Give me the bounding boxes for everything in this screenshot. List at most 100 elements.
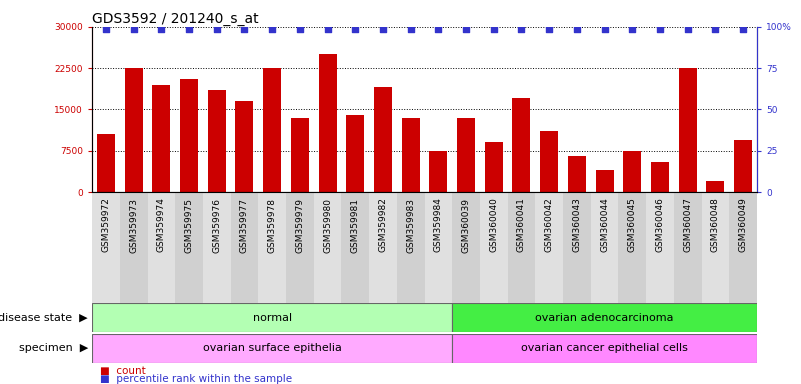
Bar (457, 118, 475, 192)
Bar (540, 131, 558, 192)
Text: GSM360039: GSM360039 (461, 197, 470, 253)
Bar (453, 303, 757, 332)
Text: GSM359973: GSM359973 (129, 197, 138, 253)
Bar (235, 101, 253, 192)
Point (266, 25, 279, 31)
Bar (646, 192, 674, 303)
Point (598, 25, 611, 31)
Text: GSM359984: GSM359984 (434, 197, 443, 252)
Bar (286, 192, 314, 303)
Text: GSM360049: GSM360049 (739, 197, 747, 252)
Text: GSM360043: GSM360043 (573, 197, 582, 252)
Bar (346, 115, 364, 192)
Bar (401, 118, 420, 192)
Bar (314, 192, 341, 303)
Point (570, 25, 583, 31)
Text: GSM359983: GSM359983 (406, 197, 415, 253)
Text: GSM359978: GSM359978 (268, 197, 276, 253)
Point (321, 25, 334, 31)
Bar (203, 192, 231, 303)
Text: GSM359980: GSM359980 (323, 197, 332, 253)
Bar (729, 192, 757, 303)
Bar (180, 79, 198, 192)
Bar (568, 156, 586, 192)
Bar (480, 192, 508, 303)
Point (376, 25, 389, 31)
Text: ■  count: ■ count (100, 366, 146, 376)
Text: GSM359982: GSM359982 (379, 197, 388, 252)
Point (293, 25, 306, 31)
Text: ovarian adenocarcinoma: ovarian adenocarcinoma (535, 313, 674, 323)
Bar (596, 170, 614, 192)
Point (127, 25, 140, 31)
Text: GSM360045: GSM360045 (628, 197, 637, 252)
Point (682, 25, 694, 31)
Bar (623, 151, 642, 192)
Text: GSM359979: GSM359979 (296, 197, 304, 253)
Bar (175, 192, 203, 303)
Bar (706, 181, 724, 192)
Text: GSM360048: GSM360048 (711, 197, 720, 252)
Point (432, 25, 445, 31)
Bar (374, 88, 392, 192)
Bar (453, 192, 480, 303)
Text: specimen  ▶: specimen ▶ (19, 343, 88, 354)
Point (238, 25, 251, 31)
Point (460, 25, 473, 31)
Text: GSM359976: GSM359976 (212, 197, 221, 253)
Bar (152, 85, 171, 192)
Bar (590, 192, 618, 303)
Point (487, 25, 500, 31)
Bar (513, 98, 530, 192)
Point (405, 25, 417, 31)
Bar (92, 192, 120, 303)
Point (349, 25, 362, 31)
Text: GSM360047: GSM360047 (683, 197, 692, 252)
Bar (369, 192, 396, 303)
Point (709, 25, 722, 31)
Text: normal: normal (252, 313, 292, 323)
Bar (92, 303, 453, 332)
Bar (425, 192, 453, 303)
Text: ovarian cancer epithelial cells: ovarian cancer epithelial cells (521, 343, 688, 354)
Bar (120, 192, 147, 303)
Bar (92, 334, 453, 363)
Bar (291, 118, 309, 192)
Text: GSM360046: GSM360046 (655, 197, 665, 252)
Text: ■  percentile rank within the sample: ■ percentile rank within the sample (100, 374, 292, 384)
Bar (97, 134, 115, 192)
Point (99, 25, 112, 31)
Bar (535, 192, 563, 303)
Bar (264, 68, 281, 192)
Bar (207, 90, 226, 192)
Point (183, 25, 195, 31)
Text: GSM360044: GSM360044 (600, 197, 609, 252)
Bar (678, 68, 697, 192)
Text: disease state  ▶: disease state ▶ (0, 313, 88, 323)
Bar (231, 192, 258, 303)
Point (626, 25, 638, 31)
Point (155, 25, 167, 31)
Bar (674, 192, 702, 303)
Bar (508, 192, 535, 303)
Text: GSM360042: GSM360042 (545, 197, 553, 252)
Point (654, 25, 666, 31)
Bar (702, 192, 729, 303)
Bar (396, 192, 425, 303)
Text: GSM359981: GSM359981 (351, 197, 360, 253)
Bar (485, 142, 503, 192)
Text: GSM360040: GSM360040 (489, 197, 498, 252)
Point (515, 25, 528, 31)
Bar (453, 334, 757, 363)
Bar (125, 68, 143, 192)
Point (211, 25, 223, 31)
Bar (341, 192, 369, 303)
Bar (147, 192, 175, 303)
Bar (651, 162, 669, 192)
Text: GSM359977: GSM359977 (240, 197, 249, 253)
Text: GSM360041: GSM360041 (517, 197, 526, 252)
Bar (319, 55, 336, 192)
Text: GDS3592 / 201240_s_at: GDS3592 / 201240_s_at (92, 12, 259, 26)
Text: GSM359972: GSM359972 (102, 197, 111, 252)
Bar (563, 192, 590, 303)
